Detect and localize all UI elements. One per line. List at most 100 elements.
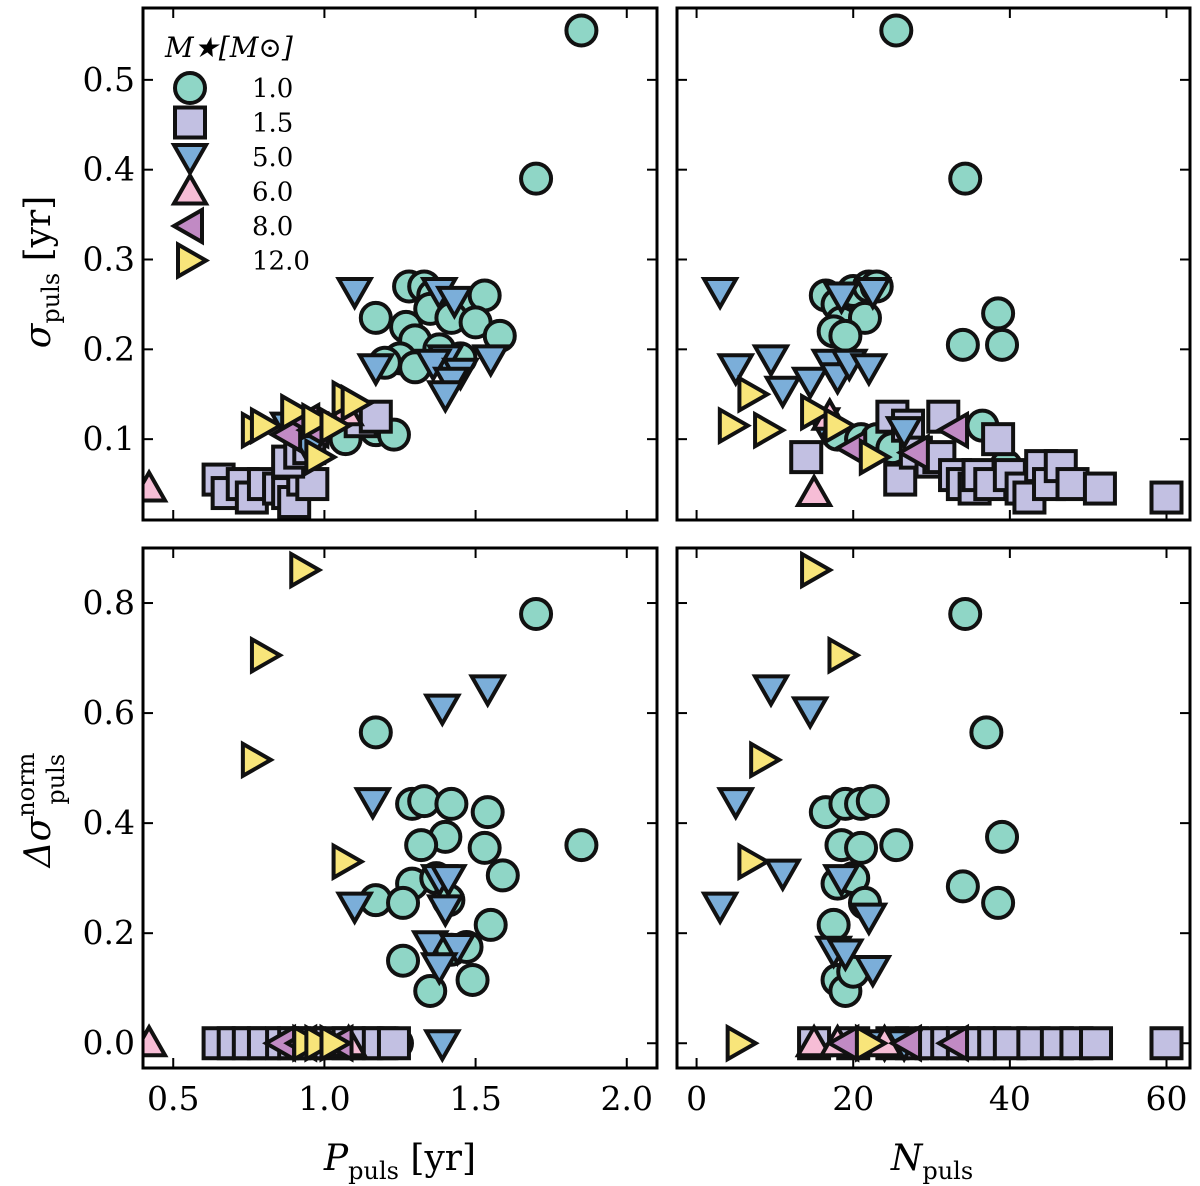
data-point-5-0	[751, 674, 791, 709]
y-tick-label: 0.0	[83, 1023, 135, 1062]
data-point-1-0	[455, 962, 490, 997]
data-point-5-0	[790, 366, 830, 401]
data-point-5-0	[853, 276, 893, 311]
data-point-5-0	[763, 375, 803, 410]
axes-frame	[675, 6, 1192, 522]
data-point-5-0	[425, 380, 465, 415]
data-point-5-0	[700, 891, 740, 926]
y-axis-label-top: σpuls [yr]	[18, 196, 65, 348]
data-point-1-0	[485, 858, 520, 893]
legend-label: 6.0	[252, 178, 293, 208]
y-tick-label: 0.4	[83, 803, 135, 842]
data-point-1-0	[945, 327, 980, 362]
data-point-1-0	[945, 869, 980, 904]
x-tick-label: 0.5	[147, 1079, 199, 1118]
data-point-5-0	[422, 1029, 462, 1064]
x-tick-label: 2.0	[601, 1079, 653, 1118]
legend-marker-6-0	[170, 171, 210, 206]
data-point-12-0	[249, 406, 284, 446]
y-tick-label: 0.1	[83, 419, 135, 458]
legend-marker-1-0	[173, 71, 207, 105]
data-point-5-0	[790, 696, 830, 731]
data-point-5-0	[822, 864, 861, 899]
panel-bottom-left: 0.5 1.0 1.5 2.0 0.0 0.2 0.4 0.6 0.8	[83, 546, 659, 1118]
data-point-12-0	[753, 410, 788, 450]
data-point-12-0	[240, 740, 275, 780]
data-point-5-0	[434, 285, 474, 320]
legend-label: 5.0	[252, 143, 293, 173]
data-point-5-0	[353, 787, 393, 822]
data-point-5-0	[700, 276, 740, 311]
data-point-1-0	[844, 830, 879, 865]
data-point-1-0	[470, 795, 505, 830]
data-point-1-0	[467, 830, 502, 865]
data-point-12-0	[717, 406, 752, 446]
data-point-1-0	[434, 786, 469, 821]
data-point-5-0	[751, 344, 791, 379]
data-point-1-0	[948, 597, 983, 632]
data-point-12-0	[340, 383, 375, 423]
ticks-tl: 0.1 0.2 0.3 0.4 0.5	[83, 8, 657, 520]
legend-label: 8.0	[252, 212, 293, 242]
x-tick-label: 60	[1146, 1079, 1188, 1118]
data-point-1-5	[376, 1026, 411, 1061]
data-point-1-0	[358, 300, 393, 335]
data-point-5-0	[419, 952, 459, 987]
legend-marker-5-0	[170, 143, 210, 178]
data-point-5-0	[716, 353, 756, 388]
y-tick-label: 0.4	[83, 150, 135, 189]
data-point-12-0	[249, 635, 284, 675]
panel-top-right	[675, 6, 1192, 522]
x-tick-label: 0	[686, 1079, 707, 1118]
data-point-1-0	[386, 885, 421, 920]
data-point-12-0	[319, 1023, 354, 1063]
data-point-1-0	[519, 161, 554, 196]
y-tick-label: 0.8	[83, 583, 135, 622]
data-point-6-0	[794, 1023, 834, 1058]
data-point-1-0	[564, 13, 599, 48]
data-point-12-0	[800, 392, 835, 432]
data-point-1-5	[1082, 471, 1117, 506]
data-point-5-0	[822, 281, 861, 316]
data-point-5-0	[716, 787, 756, 822]
y-axis-label-bottom: Δσnormpuls	[12, 752, 70, 869]
data-point-1-5	[1149, 480, 1184, 515]
data-point-1-0	[969, 715, 1004, 750]
data-point-5-0	[825, 938, 865, 973]
data-point-5-0	[438, 932, 477, 967]
data-point-5-0	[356, 353, 396, 388]
data-point-1-0	[473, 907, 508, 942]
points-tl	[143, 13, 599, 520]
ticks-bl: 0.5 1.0 1.5 2.0 0.0 0.2 0.4 0.6 0.8	[83, 548, 657, 1118]
legend-label: 1.5	[252, 109, 293, 139]
data-point-5-0	[410, 930, 450, 965]
points-tr	[700, 13, 1184, 515]
data-point-5-0	[335, 891, 375, 926]
data-point-5-0	[425, 894, 465, 929]
legend-label: 12.0	[252, 247, 310, 277]
x-tick-label: 1.5	[449, 1079, 501, 1118]
legend-marker-8-0	[169, 206, 204, 246]
data-point-12-0	[725, 1023, 760, 1063]
data-point-1-0	[828, 318, 863, 353]
data-point-12-0	[331, 842, 366, 882]
data-point-1-0	[358, 715, 393, 750]
data-point-1-0	[855, 784, 890, 819]
x-axis-label-right: Npuls	[890, 1138, 973, 1185]
ticks-br: 0 20 40 60	[677, 548, 1190, 1118]
data-point-12-0	[737, 374, 772, 414]
ticks-tr	[677, 8, 1190, 520]
data-point-1-0	[981, 296, 1016, 331]
data-point-12-0	[319, 406, 354, 446]
data-point-12-0	[749, 740, 784, 780]
points-br	[700, 550, 1184, 1064]
data-point-12-0	[858, 437, 893, 477]
data-point-1-0	[985, 327, 1020, 362]
axes-frame	[141, 6, 659, 522]
data-point-8-0	[935, 410, 970, 450]
x-tick-label: 20	[832, 1079, 874, 1118]
data-point-12-0	[304, 437, 339, 477]
points-bl	[143, 550, 599, 1064]
y-tick-label: 0.2	[83, 913, 135, 952]
